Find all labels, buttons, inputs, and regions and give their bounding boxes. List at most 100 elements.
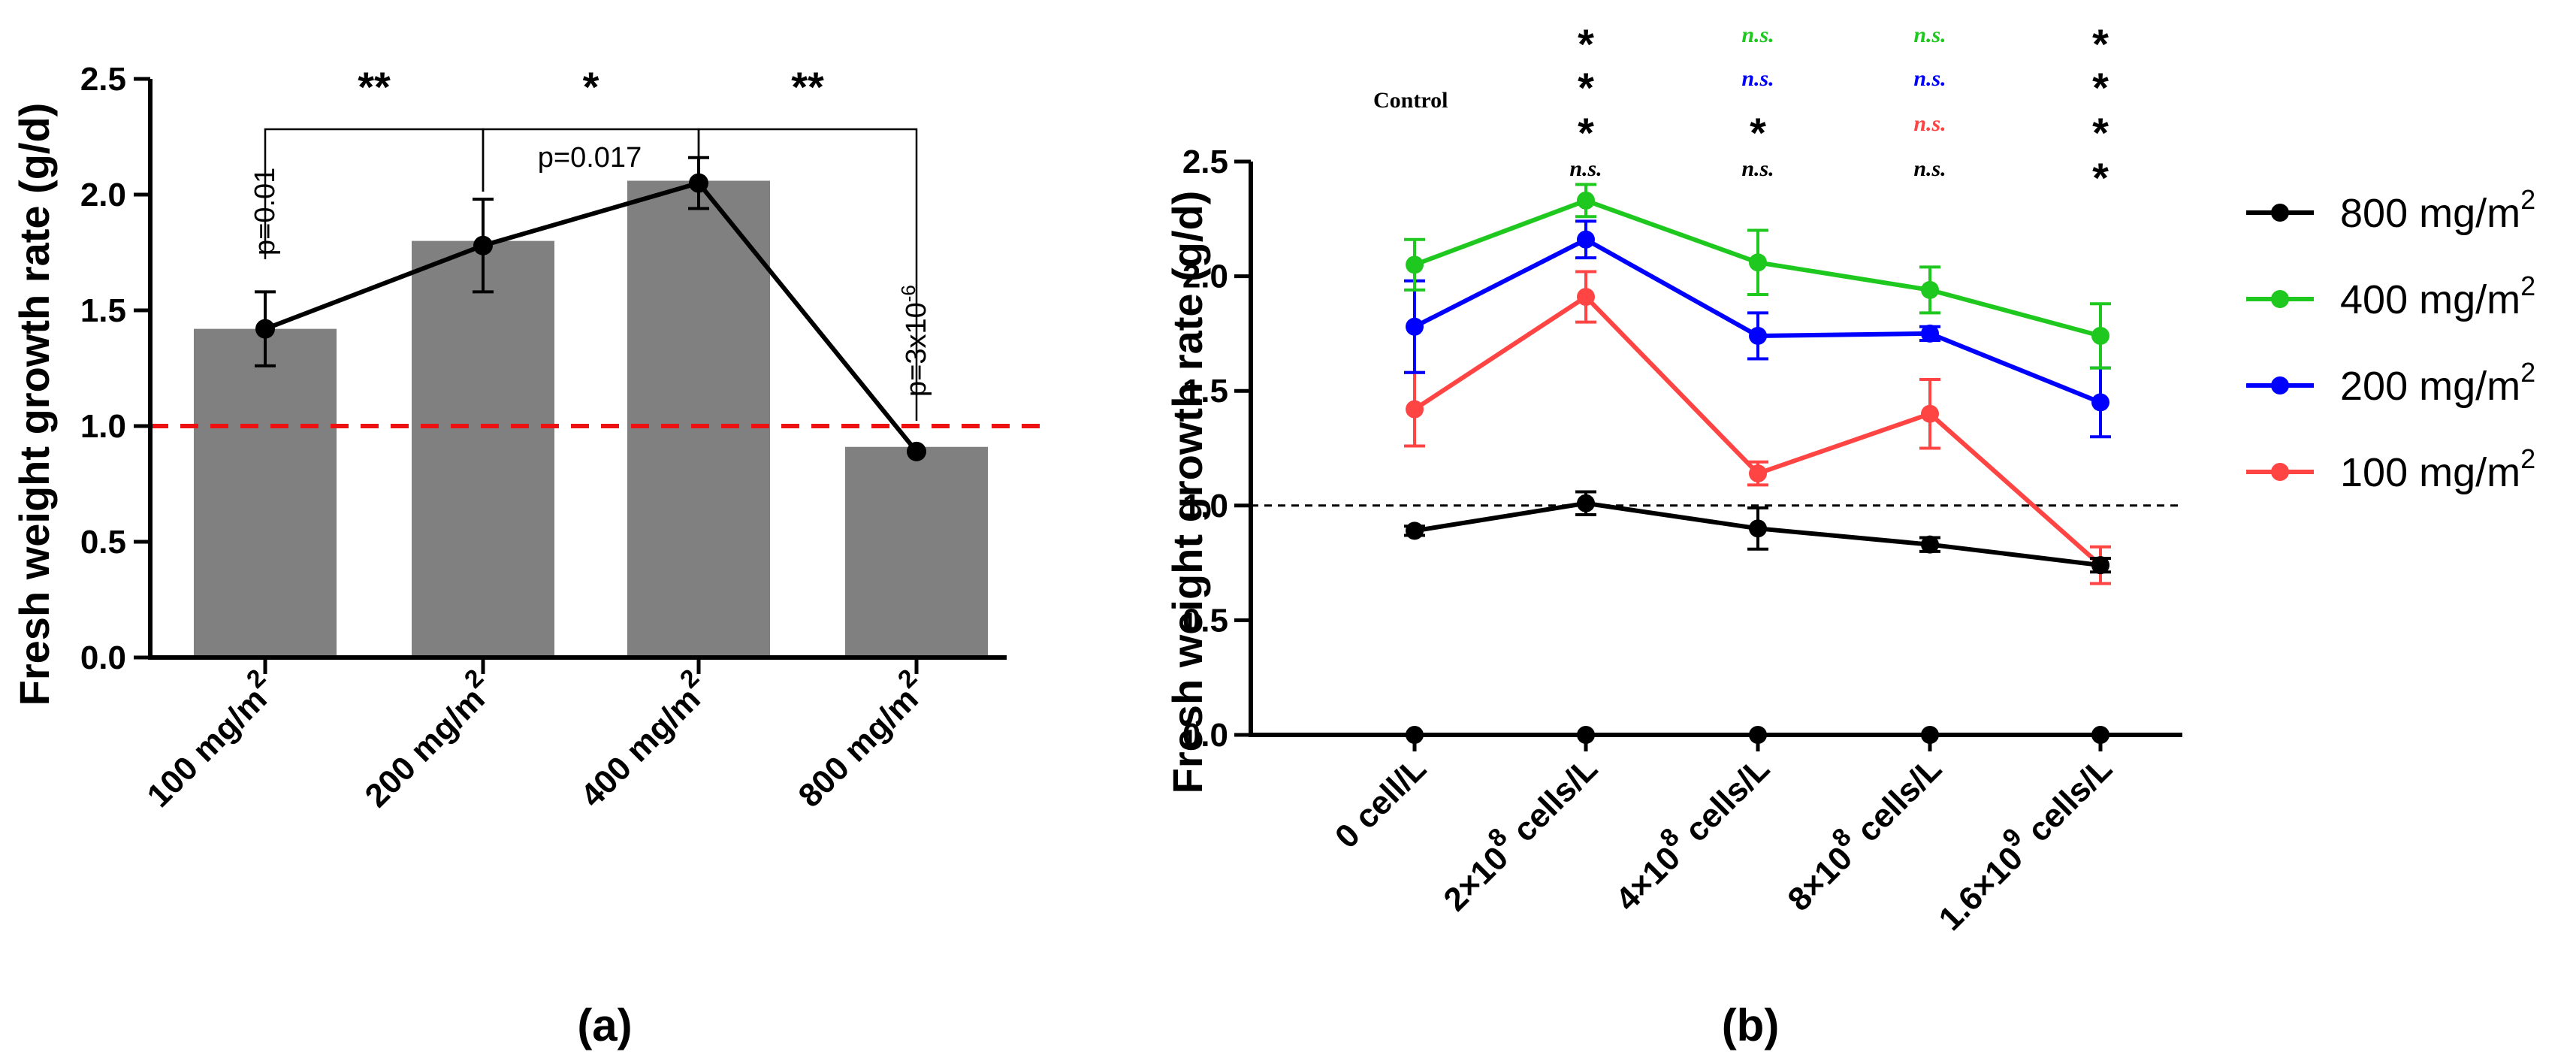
series-400mgm [1404, 183, 2111, 370]
significance-star: * [1578, 109, 1594, 156]
x-tick-label: 2×108 cells/L [1430, 743, 1605, 918]
bracket [697, 128, 918, 421]
x-tick-label: 200 mg/m2 [351, 664, 502, 815]
x-tick-label-text: 100 mg/m [140, 681, 274, 815]
x-tick-label: 8×108 cells/L [1774, 743, 1949, 918]
significance-star: * [2092, 154, 2109, 201]
bar [845, 446, 988, 657]
series-200mgm [1404, 219, 2111, 439]
legend-label-text: 800 mg/m [2340, 191, 2520, 236]
significance-ns: n.s. [1913, 66, 1946, 91]
y-tick-label: 1.0 [80, 408, 126, 445]
panel-a-y-axis-title: Fresh weight growth rate (g/d) [11, 103, 58, 706]
legend-label-text: 400 mg/m [2340, 277, 2520, 322]
panel-a-p-value-between: p=0.017 [538, 142, 642, 174]
bracket-stars: ** [791, 63, 824, 110]
panel-a-x-ticks: 100 mg/m2 200 mg/m2 400 mg/m2 800 mg/m2 [133, 657, 926, 815]
x-tick-label: 4×108 cells/L [1602, 743, 1777, 918]
significance-star: * [2092, 20, 2109, 68]
legend-label-sup: 2 [2520, 184, 2535, 215]
data-point [1577, 230, 1595, 249]
x-tick-label-text: 1.6×10 [1932, 839, 2031, 938]
legend-label-text: 200 mg/m [2340, 364, 2520, 409]
data-point [1577, 494, 1595, 512]
y-tick-label: 1.5 [1182, 373, 1228, 410]
x-tick-label-text: cells/L [1844, 750, 1949, 855]
data-point [1921, 280, 1939, 299]
bracket-stars: * [583, 63, 599, 110]
p-value-label: p=0.01 [249, 168, 281, 255]
panel-a: Fresh weight growth rate (g/d) 0.0 0.5 1.0… [11, 61, 1040, 1050]
panel-b-y-axis-title: Fresh weight growth rate (g/d) [1164, 191, 1211, 794]
x-tick-label-text: 400 mg/m [574, 681, 708, 815]
data-point [907, 441, 926, 461]
p-value-text: p=3x10 [901, 302, 932, 397]
legend-label: 400 mg/m2 [2340, 271, 2535, 322]
bar [194, 328, 337, 657]
legend-item: 200 mg/m2 [2246, 357, 2535, 409]
data-point [2091, 326, 2109, 345]
data-point [1749, 326, 1767, 345]
significance-star: * [2092, 109, 2109, 156]
x-tick-label: 400 mg/m2 [566, 664, 717, 815]
legend-swatch-marker [2271, 376, 2289, 394]
data-point [255, 319, 275, 339]
significance-ns: n.s. [1913, 156, 1946, 181]
x-tick-label-text: cells/L [2014, 750, 2119, 855]
y-tick-label: 2.5 [80, 61, 126, 98]
data-point [1921, 535, 1939, 554]
data-point [1406, 255, 1424, 274]
panel-b: Fresh weight growth rate (g/d) 0.0 0.5 1.0… [1164, 20, 2535, 1050]
panel-a-p-values: p=0.01 p=3x10-6 [249, 168, 932, 397]
panel-a-y-ticks: 0.0 0.5 1.0 1.5 2.0 2.5 [80, 61, 150, 676]
p-value-text: p=0.01 [249, 168, 281, 255]
legend-swatch-marker [2271, 204, 2289, 222]
significance-star: * [1750, 109, 1766, 156]
significance-ns: n.s. [1741, 66, 1774, 91]
panel-a-label: (a) [577, 1000, 632, 1050]
y-tick-label: 0.0 [1182, 717, 1228, 754]
data-point [1921, 324, 1939, 343]
p-value-label: p=3x10-6 [897, 285, 932, 397]
x-tick-label: 1.6×109 cells/L [1925, 743, 2119, 938]
legend-label: 800 mg/m2 [2340, 184, 2535, 236]
significance-ns: n.s. [1741, 23, 1774, 47]
y-tick-label: 1.0 [1182, 488, 1228, 524]
x-tick-label: 0 cell/L [1328, 750, 1433, 855]
mean-line [264, 180, 919, 453]
legend-label: 100 mg/m2 [2340, 443, 2535, 495]
panel-b-significance-marks: * n.s. n.s. ** n.s. n.s. ** * n.s. *n.s. n.s. n.s. * [1569, 20, 2109, 201]
panel-b-series [1404, 183, 2111, 744]
y-tick-label: 0.5 [1182, 602, 1228, 639]
y-tick-label: 2.0 [80, 177, 126, 213]
x-tick-label: 100 mg/m2 [133, 664, 284, 815]
legend-item: 800 mg/m2 [2246, 184, 2535, 236]
y-tick-label: 1.5 [80, 292, 126, 329]
data-point [1406, 521, 1424, 540]
panel-b-label: (b) [1722, 1000, 1780, 1050]
legend-item: 400 mg/m2 [2246, 271, 2535, 322]
legend-item: 100 mg/m2 [2246, 443, 2535, 495]
data-point [2091, 393, 2109, 412]
panel-a-significance-brackets: ** * ** [264, 63, 918, 421]
data-point [1749, 253, 1767, 272]
significance-star: * [1578, 64, 1594, 111]
x-tick-label-text: 200 mg/m [358, 681, 492, 815]
p-value-sup: -6 [897, 285, 920, 302]
bracket [264, 128, 485, 259]
y-tick-label: 2.5 [1182, 144, 1228, 180]
panel-a-mean-line [255, 156, 926, 461]
y-tick-label: 2.0 [1182, 258, 1228, 295]
panel-b-control-label: Control [1373, 88, 1448, 113]
bar [627, 180, 770, 657]
legend-swatch-marker [2271, 290, 2289, 308]
data-point [1577, 191, 1595, 210]
data-point [1749, 464, 1767, 483]
panel-a-bars [194, 180, 988, 658]
bar [412, 240, 554, 658]
x-tick-label-text: cells/L [1499, 750, 1605, 855]
data-point [473, 235, 493, 255]
significance-ns: n.s. [1913, 23, 1946, 47]
